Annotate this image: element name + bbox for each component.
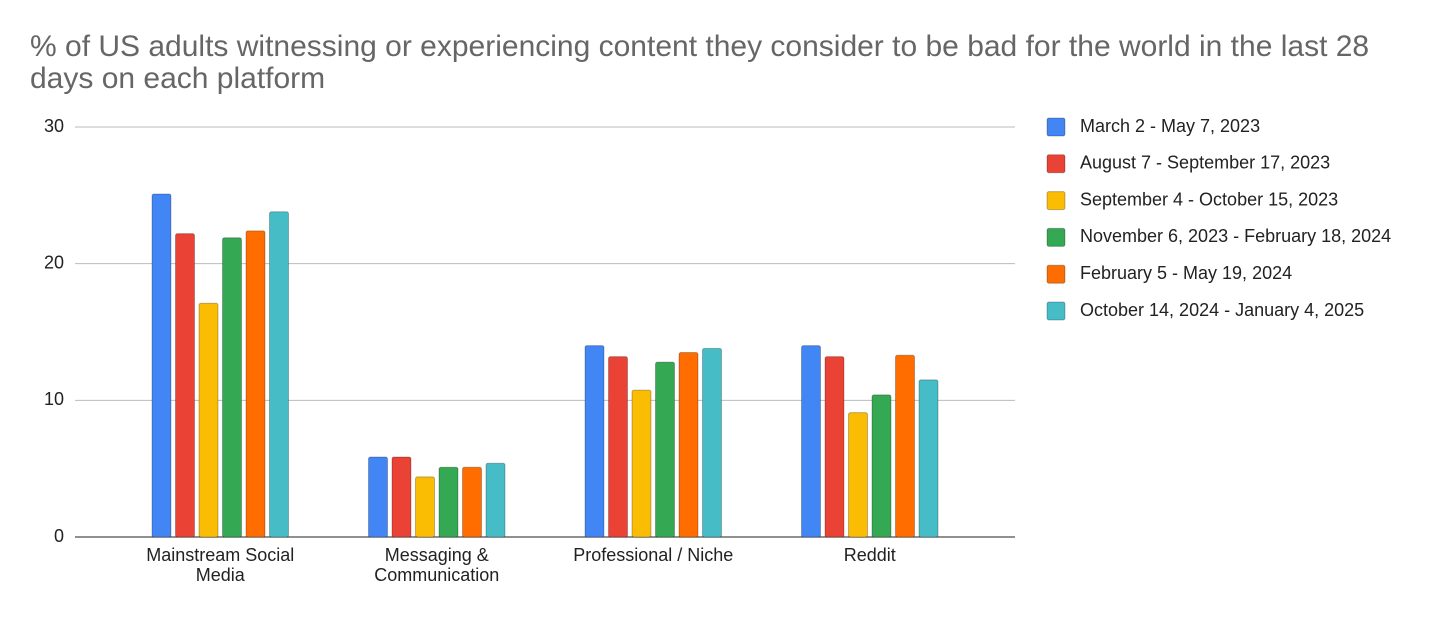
legend-swatch bbox=[1046, 117, 1066, 137]
legend-label: October 14, 2024 - January 4, 2025 bbox=[1080, 300, 1364, 320]
bar bbox=[151, 193, 172, 538]
legend-swatch bbox=[1046, 301, 1066, 321]
legend-label: March 2 - May 7, 2023 bbox=[1080, 116, 1260, 136]
bar bbox=[871, 394, 892, 538]
bar bbox=[608, 356, 628, 538]
x-tick-label: Mainstream Social Media bbox=[146, 545, 294, 585]
y-tick-label: 0 bbox=[54, 526, 64, 546]
bar bbox=[269, 211, 289, 538]
legend-label: February 5 - May 19, 2024 bbox=[1080, 263, 1292, 283]
y-tick-label: 20 bbox=[44, 252, 64, 272]
legend-swatch bbox=[1046, 191, 1066, 211]
legend-swatch bbox=[1046, 264, 1066, 284]
legend-label: November 6, 2023 - February 18, 2024 bbox=[1080, 226, 1391, 246]
bar bbox=[415, 476, 435, 538]
bar bbox=[895, 354, 915, 538]
bar bbox=[801, 345, 821, 538]
bar bbox=[631, 389, 652, 538]
bar bbox=[175, 233, 195, 538]
x-tick-label: Reddit bbox=[844, 545, 896, 565]
legend-label: September 4 - October 15, 2023 bbox=[1080, 189, 1338, 209]
x-tick-label: Messaging & Communication bbox=[374, 545, 499, 585]
bar bbox=[655, 361, 675, 538]
bar bbox=[222, 237, 242, 538]
bar bbox=[245, 230, 266, 538]
bar bbox=[391, 456, 412, 538]
bar bbox=[918, 379, 939, 538]
bar bbox=[678, 352, 699, 538]
legend-label: August 7 - September 17, 2023 bbox=[1080, 153, 1330, 173]
chart-title: % of US adults witnessing or experiencin… bbox=[30, 30, 1369, 95]
y-tick-label: 10 bbox=[44, 389, 64, 409]
y-tick-label: 30 bbox=[44, 116, 64, 136]
bar bbox=[848, 412, 868, 538]
x-tick-label: Professional / Niche bbox=[573, 545, 733, 565]
bar bbox=[702, 347, 722, 538]
bar bbox=[368, 456, 388, 538]
legend-swatch bbox=[1046, 227, 1066, 247]
bar bbox=[584, 345, 605, 538]
bar bbox=[198, 302, 219, 538]
bar bbox=[485, 462, 506, 538]
bar bbox=[462, 466, 482, 538]
legend-swatch bbox=[1046, 154, 1066, 174]
bar bbox=[824, 356, 845, 538]
bar bbox=[438, 466, 459, 538]
